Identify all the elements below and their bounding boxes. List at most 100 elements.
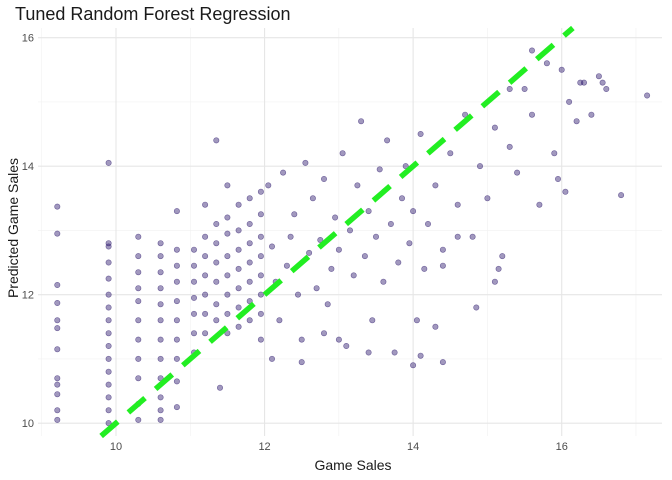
data-point [439, 359, 446, 366]
x-tick-label: 10 [110, 441, 122, 453]
data-point [302, 159, 309, 166]
data-point [506, 143, 513, 150]
data-point [491, 124, 498, 131]
data-point [54, 325, 61, 332]
data-point [135, 298, 142, 305]
data-point [395, 259, 402, 266]
data-point [413, 317, 420, 324]
data-point [432, 182, 439, 189]
x-tick-label: 12 [258, 441, 270, 453]
data-point [410, 208, 417, 215]
data-point [173, 355, 180, 362]
data-point [235, 304, 242, 311]
data-point [573, 118, 580, 125]
data-point [135, 317, 142, 324]
data-point [213, 278, 220, 285]
y-tick-label: 14 [22, 161, 34, 173]
data-point [54, 381, 61, 388]
chart-title: Tuned Random Forest Regression [15, 4, 291, 24]
reference-line [99, 25, 575, 439]
data-point [365, 208, 372, 215]
data-point [432, 323, 439, 330]
data-point [135, 375, 142, 382]
data-point [224, 310, 231, 317]
data-point [417, 352, 424, 359]
data-point [105, 159, 112, 166]
data-point [339, 150, 346, 157]
data-point [298, 359, 305, 366]
data-point [618, 192, 625, 199]
data-point [191, 310, 198, 317]
data-point [257, 310, 264, 317]
data-point [328, 265, 335, 272]
data-point [551, 150, 558, 157]
data-point [105, 259, 112, 266]
data-point [173, 378, 180, 385]
data-point [257, 211, 264, 218]
data-point [246, 298, 253, 305]
data-point [298, 336, 305, 343]
data-point [235, 201, 242, 208]
data-point [213, 259, 220, 266]
data-point [157, 394, 164, 401]
data-point [202, 291, 209, 298]
data-point [105, 407, 112, 414]
data-point [54, 375, 61, 382]
data-point [376, 166, 383, 173]
data-point [257, 272, 264, 279]
data-point [235, 246, 242, 253]
data-point [54, 230, 61, 237]
y-axis-title: Predicted Game Sales [5, 158, 21, 298]
data-point [291, 211, 298, 218]
data-point [157, 253, 164, 260]
data-point [173, 246, 180, 253]
data-point [191, 278, 198, 285]
data-point [306, 249, 313, 256]
data-point [528, 111, 535, 118]
data-point [105, 342, 112, 349]
data-point [135, 269, 142, 276]
data-point [566, 98, 573, 105]
data-point [157, 416, 164, 423]
data-point [562, 188, 569, 195]
data-point [54, 346, 61, 353]
data-point [268, 355, 275, 362]
data-point [354, 182, 361, 189]
data-point [276, 317, 283, 324]
x-tick-labels: 10 12 14 16 [110, 441, 568, 453]
data-point [514, 169, 521, 176]
data-point [554, 176, 561, 183]
data-point [536, 201, 543, 208]
data-point [217, 384, 224, 391]
data-point [135, 416, 142, 423]
x-tick-label: 16 [556, 441, 568, 453]
data-point [595, 73, 602, 80]
data-point [157, 375, 164, 382]
data-point [105, 381, 112, 388]
data-point [213, 221, 220, 228]
data-point [462, 111, 469, 118]
data-point [105, 304, 112, 311]
data-point [135, 233, 142, 240]
data-point [224, 272, 231, 279]
data-point [335, 246, 342, 253]
data-point [157, 301, 164, 308]
data-point [528, 47, 535, 54]
data-point [309, 195, 316, 202]
data-point [484, 195, 491, 202]
data-point [499, 253, 506, 260]
data-point [157, 355, 164, 362]
data-point [469, 233, 476, 240]
data-point [224, 214, 231, 221]
data-point [380, 278, 387, 285]
data-point [369, 317, 376, 324]
data-point [346, 227, 353, 234]
data-point [246, 195, 253, 202]
data-point [417, 131, 424, 138]
data-point [54, 407, 61, 414]
data-point [454, 233, 461, 240]
data-point [191, 330, 198, 337]
data-point [473, 304, 480, 311]
data-point [246, 317, 253, 324]
